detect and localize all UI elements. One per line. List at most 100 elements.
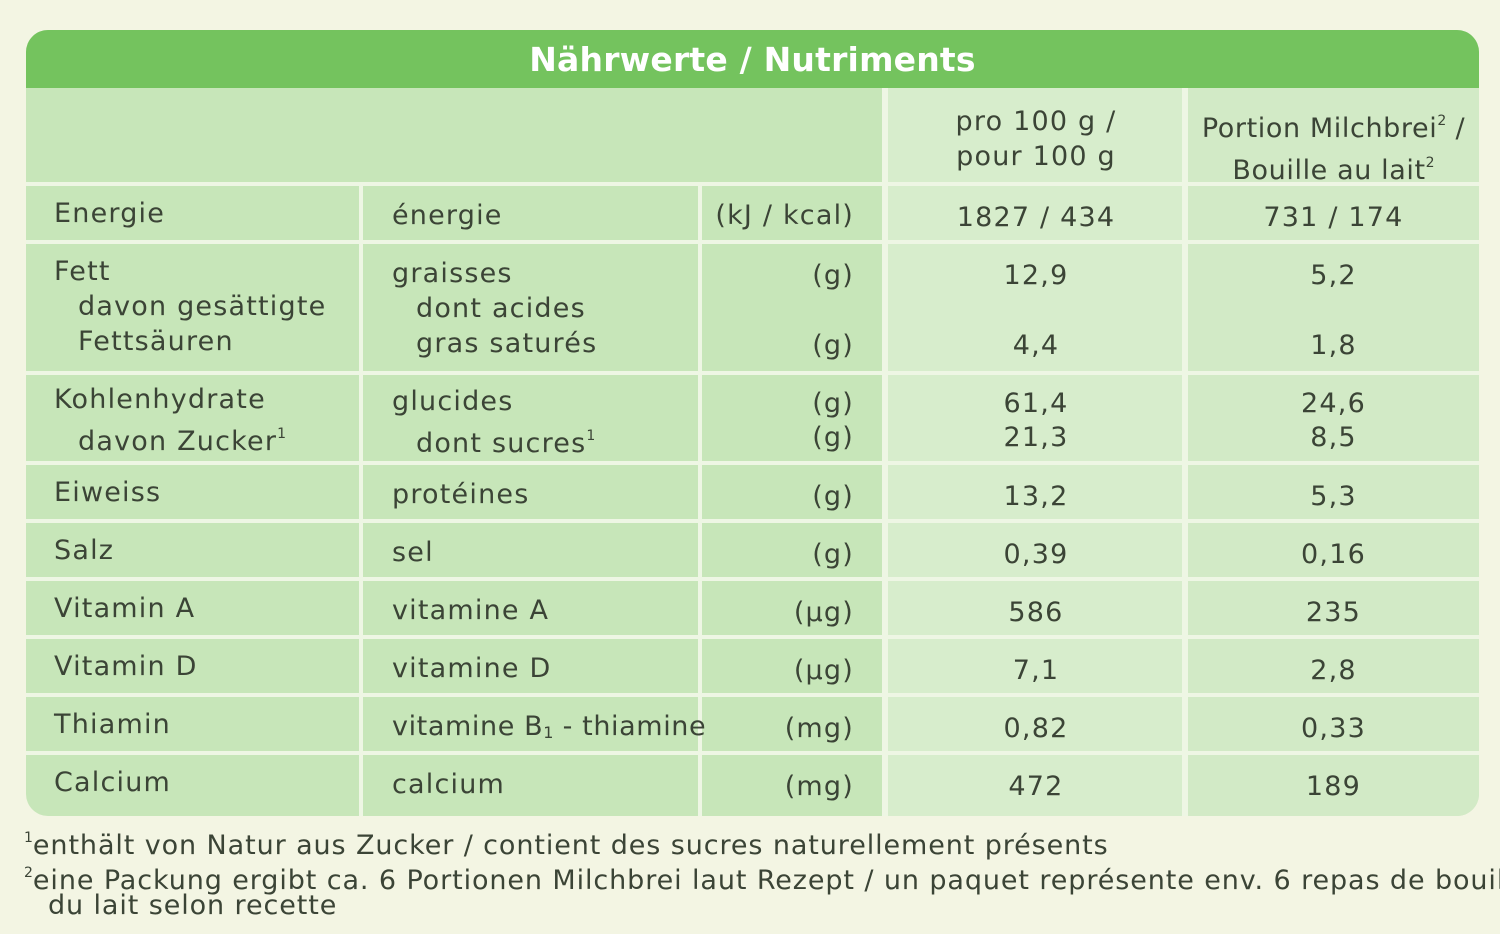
- row-energy-de: Energie: [54, 198, 166, 229]
- row-vita-portion: 235: [1305, 597, 1362, 628]
- row-vitd-de: Vitamin D: [54, 651, 198, 682]
- row-sugar-portion: 8,5: [1310, 422, 1357, 453]
- col-divider: [359, 184, 363, 816]
- footnote-ref-1: 1: [277, 426, 287, 442]
- row-divider: [26, 519, 1479, 523]
- row-salt-fr: sel: [392, 537, 434, 568]
- row-energy-fr: énergie: [392, 200, 503, 231]
- footnote-2: 2eine Packung ergibt ca. 6 Portionen Mil…: [24, 856, 1500, 898]
- row-calcium-de: Calcium: [54, 767, 172, 798]
- row-salt-unit: (g): [812, 539, 854, 570]
- row-calcium-unit: (mg): [784, 771, 854, 802]
- row-fat-portion: 5,2: [1310, 260, 1357, 291]
- row-divider: [26, 751, 1479, 755]
- header-portion-line2: Bouille au lait2: [1188, 146, 1479, 188]
- header-portion-text2: Bouille au lait: [1232, 155, 1426, 186]
- row-satfat-portion: 1,8: [1310, 330, 1357, 361]
- header-per100-line2: pour 100 g: [956, 141, 1116, 172]
- row-vitd-per100: 7,1: [1012, 655, 1060, 686]
- footnote-1-text: enthält von Natur aus Zucker / contient …: [32, 830, 1109, 861]
- thiamin-fr-subscript: 1: [543, 723, 554, 742]
- header-portion-slash: /: [1455, 113, 1466, 144]
- row-fat-unit: (g): [812, 260, 854, 291]
- row-energy-unit: (kJ / kcal): [715, 200, 854, 231]
- header-portion-line1: Portion Milchbrei2 /: [1188, 104, 1479, 146]
- row-sugar-per100: 21,3: [1003, 422, 1069, 453]
- fat-fr-label: graisses: [392, 258, 513, 289]
- fat-fr-sub2: gras saturés: [416, 328, 598, 359]
- carbs-fr-sub1: dont sucres1: [392, 419, 595, 461]
- col-divider: [698, 184, 702, 816]
- footnote-1: 1enthält von Natur aus Zucker / contient…: [24, 821, 1109, 863]
- row-protein-portion: 5,3: [1310, 481, 1357, 512]
- row-sugar-unit: (g): [812, 422, 854, 453]
- row-calcium-portion: 189: [1305, 771, 1362, 802]
- row-protein-fr: protéines: [392, 479, 530, 510]
- fat-de-label: Fett: [54, 256, 111, 287]
- row-protein-per100: 13,2: [1003, 481, 1069, 512]
- footnote-ref-1b: 1: [586, 428, 596, 444]
- column-gap-1: [882, 88, 888, 816]
- row-satfat-per100: 4,4: [1012, 330, 1060, 361]
- footnote-1-mark: 1: [24, 830, 33, 846]
- row-vita-per100: 586: [1008, 597, 1064, 628]
- row-energy-per100: 1827 / 434: [956, 202, 1116, 233]
- row-vitd-unit: (µg): [793, 655, 854, 686]
- row-carbs-unit: (g): [812, 388, 854, 419]
- row-vita-unit: (µg): [793, 597, 854, 628]
- carbs-de-label: Kohlenhydrate: [54, 384, 266, 415]
- row-vitd-fr: vitamine D: [392, 653, 552, 684]
- table-title: Nährwerte / Nutriments: [26, 30, 1479, 88]
- row-fat-per100: 12,9: [1003, 260, 1069, 291]
- row-calcium-fr: calcium: [392, 769, 506, 800]
- row-energy-portion: 731 / 174: [1263, 202, 1404, 233]
- footnote-ref-2: 2: [1437, 113, 1447, 129]
- row-divider: [26, 461, 1479, 465]
- carbs-de-sub1: davon Zucker1: [54, 417, 286, 459]
- thiamin-fr-pre: vitamine B: [392, 711, 544, 742]
- footnote-2-mark: 2: [24, 865, 33, 881]
- row-thiamin-per100: 0,82: [1003, 713, 1069, 744]
- header-portion-text1: Portion Milchbrei: [1201, 113, 1438, 144]
- row-fat-fr: graisses dont acides gras saturés: [392, 256, 597, 361]
- row-salt-de: Salz: [54, 535, 115, 566]
- fat-de-sub1: davon gesättigte: [78, 291, 327, 322]
- row-vitd-portion: 2,8: [1310, 655, 1357, 686]
- header-per100-line1: pro 100 g /: [955, 106, 1117, 137]
- row-vita-fr: vitamine A: [392, 595, 550, 626]
- row-salt-per100: 0,39: [1003, 539, 1069, 570]
- row-carbs-portion: 24,6: [1301, 388, 1366, 419]
- sugar-fr-label: dont sucres: [416, 428, 587, 459]
- header-per100: pro 100 g / pour 100 g: [888, 104, 1184, 174]
- row-vita-de: Vitamin A: [54, 593, 196, 624]
- row-divider: [26, 371, 1479, 375]
- footnote-2-text: eine Packung ergibt ca. 6 Portionen Milc…: [32, 865, 1500, 896]
- row-calcium-per100: 472: [1008, 771, 1064, 802]
- fat-fr-sub1: dont acides: [416, 293, 586, 324]
- row-divider: [26, 577, 1479, 581]
- row-fat-de: Fett davon gesättigte Fettsäuren: [54, 254, 326, 359]
- row-divider: [26, 693, 1479, 697]
- carbs-fr-label: glucides: [392, 386, 514, 417]
- row-carbs-de: Kohlenhydrate davon Zucker1: [54, 382, 286, 459]
- nutrition-table: Nährwerte / Nutriments pro 100 g / pour …: [26, 30, 1479, 816]
- thiamin-fr-post: - thiamine: [553, 711, 707, 742]
- row-thiamin-portion: 0,33: [1301, 713, 1366, 744]
- footnote-ref-2b: 2: [1425, 155, 1435, 171]
- row-protein-de: Eiweiss: [54, 477, 162, 508]
- row-divider: [26, 182, 1479, 186]
- footnote-2-continued: du lait selon recette: [48, 890, 338, 921]
- row-thiamin-unit: (mg): [784, 713, 854, 744]
- row-carbs-per100: 61,4: [1003, 388, 1069, 419]
- sugar-de-label: davon Zucker: [78, 426, 278, 457]
- row-divider: [26, 635, 1479, 639]
- row-protein-unit: (g): [812, 481, 854, 512]
- header-portion: Portion Milchbrei2 / Bouille au lait2: [1188, 104, 1479, 188]
- row-carbs-fr: glucides dont sucres1: [392, 384, 595, 461]
- row-divider: [26, 240, 1479, 244]
- row-thiamin-fr: vitamine B1 - thiamine: [392, 709, 706, 750]
- row-salt-portion: 0,16: [1301, 539, 1366, 570]
- column-gap-2: [1182, 88, 1188, 816]
- row-thiamin-de: Thiamin: [54, 709, 171, 740]
- row-satfat-unit: (g): [812, 330, 854, 361]
